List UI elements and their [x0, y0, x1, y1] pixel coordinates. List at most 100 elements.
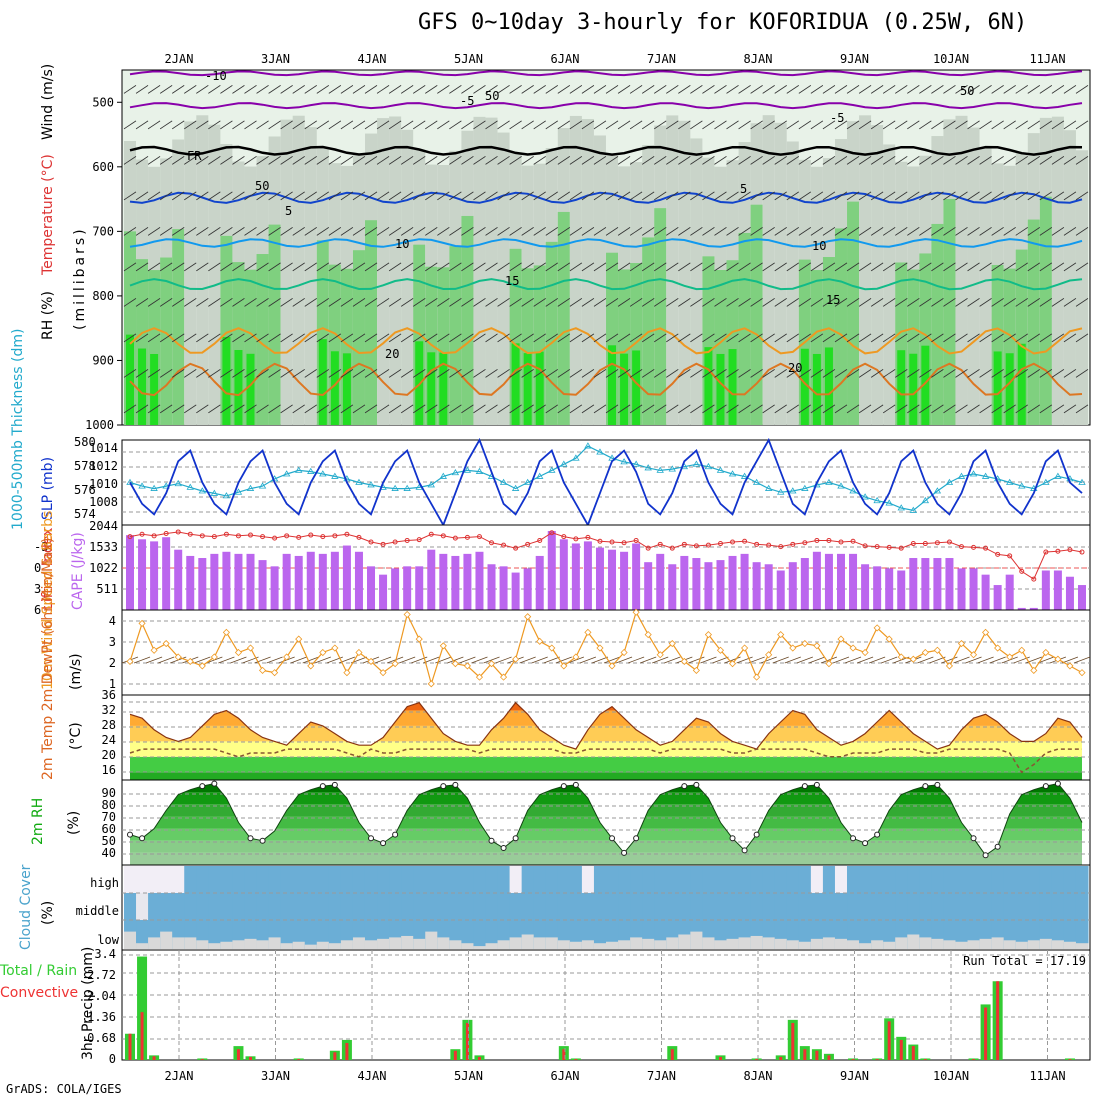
wind-barb	[545, 191, 558, 201]
wind-barb	[280, 191, 293, 201]
lifted-index-point	[501, 542, 507, 548]
wind-barb	[943, 120, 956, 130]
wind-barb	[147, 333, 161, 343]
cape-bar	[740, 553, 749, 610]
cloud-mid-cell	[413, 893, 426, 920]
lifted-index-point	[717, 541, 723, 547]
cloud-mid-cell	[533, 893, 547, 920]
wind-barb	[304, 262, 317, 272]
rh-band	[654, 208, 667, 425]
wind-barb	[955, 85, 968, 94]
wind-barb	[907, 85, 920, 94]
cloud-mid-cell	[172, 893, 185, 920]
precip-conv-bar	[984, 1007, 988, 1060]
thickness-point	[282, 470, 291, 477]
precip-conv-bar	[574, 1059, 578, 1060]
wind-barb	[1051, 156, 1065, 165]
thickness-point	[560, 460, 568, 467]
wind-barb	[485, 85, 498, 94]
contour-15	[129, 278, 1083, 291]
temp2m-label: 2m Temp 2m DewPt (6hr Min/Max)	[40, 538, 56, 780]
cloud-high-cell	[485, 866, 499, 893]
wind-barb	[1075, 120, 1089, 130]
wind-barb	[449, 120, 462, 130]
cloud-low-cell	[473, 946, 486, 949]
wind-barb	[123, 191, 137, 201]
cape-bar	[812, 551, 821, 610]
rh-point	[934, 781, 941, 788]
wind-barb	[605, 298, 619, 307]
wind-barb	[244, 369, 257, 378]
cloud-high-cell	[581, 866, 595, 893]
thickness-point	[909, 506, 917, 513]
wind-barb	[641, 298, 655, 307]
wind-barb	[654, 227, 667, 236]
lifted-index-point	[537, 537, 543, 543]
wind-barb	[931, 120, 944, 130]
credit-label: GrADS: COLA/IGES	[6, 1082, 122, 1096]
wind-barb	[1027, 191, 1041, 201]
wind-barb	[629, 227, 643, 236]
wind-barb	[702, 227, 715, 236]
cloud-high-cell	[1075, 866, 1089, 893]
wind-barb	[280, 369, 293, 378]
wind-barb	[895, 333, 908, 343]
wind-barb	[726, 369, 739, 378]
wind-barb	[461, 262, 474, 272]
thickness-point	[258, 482, 267, 489]
thickness-point	[1005, 478, 1014, 485]
cloud-mid-cell	[136, 893, 149, 920]
date-label: 2JAN	[165, 52, 194, 66]
wind-barb	[208, 262, 221, 272]
wind-barb	[449, 404, 462, 414]
wind-barb	[1075, 191, 1089, 201]
lifted-index-point	[368, 539, 374, 545]
wind-barb	[762, 298, 775, 307]
date-label: 5JAN	[454, 52, 483, 66]
rh-point	[801, 783, 808, 790]
wind-barb	[955, 227, 968, 236]
thickness-point	[945, 478, 954, 485]
wind-barb	[629, 298, 643, 307]
cape-bar	[656, 553, 665, 610]
rh-band	[859, 115, 872, 425]
precip-conv-bar	[791, 1022, 795, 1060]
wind-speed-point	[379, 669, 387, 677]
wind-barb	[557, 333, 571, 343]
thickness-point	[1078, 478, 1086, 485]
wind-barb	[533, 227, 546, 236]
cloud-high-cell	[244, 866, 258, 893]
wind-barb	[171, 298, 185, 307]
wind-barb	[1063, 369, 1077, 378]
wind-barb	[135, 120, 149, 130]
rh-point	[127, 831, 133, 838]
precip-conv-bar	[297, 1059, 301, 1060]
precip-conv-bar	[899, 1039, 903, 1060]
wind-barb	[473, 404, 486, 414]
wind-barb	[750, 227, 763, 236]
wind-barb	[473, 262, 486, 272]
cloud-low-cell	[714, 940, 728, 949]
rh-band	[449, 246, 462, 425]
cloud-low-cell	[437, 937, 450, 949]
cloud-mid-cell	[967, 893, 981, 920]
cloud-mid-cell	[268, 893, 282, 920]
li-tick: -3	[34, 540, 48, 554]
lifted-index-point	[260, 534, 266, 540]
wind-barb	[700, 656, 717, 664]
wind-barb	[485, 156, 498, 165]
rh-band	[593, 135, 606, 425]
wind-barb	[292, 156, 305, 165]
wind-barb	[581, 120, 595, 130]
rh-band	[847, 201, 860, 425]
wind-barb	[1061, 656, 1079, 664]
cloud-high-cell	[618, 866, 631, 893]
wind-barb	[629, 262, 643, 272]
wind-barb	[666, 262, 679, 272]
wind-barb	[581, 191, 595, 201]
contour-label: FR	[187, 149, 202, 163]
thickness-point	[704, 462, 713, 470]
lifted-index-point	[151, 533, 157, 539]
wind-barb	[798, 404, 812, 414]
wind-barb	[123, 404, 137, 414]
